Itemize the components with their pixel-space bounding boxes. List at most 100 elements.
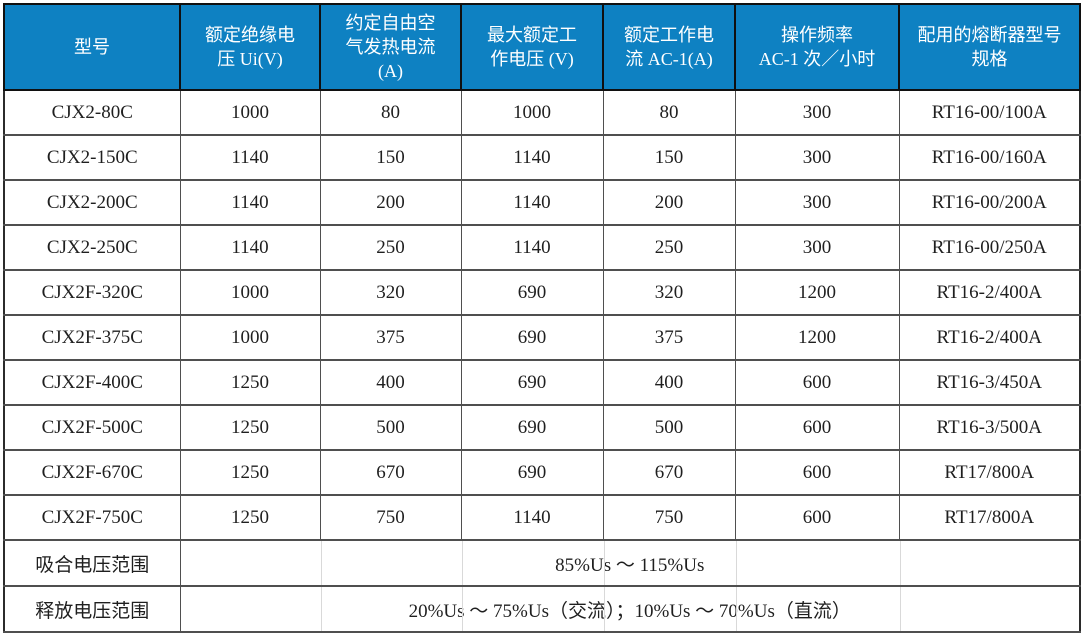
cell-insulation-voltage: 1000 [179, 314, 321, 361]
cell-insulation-voltage: 1140 [179, 179, 321, 226]
column-header-operating-frequency: 操作频率 AC-1 次／小时 [734, 3, 900, 91]
contactor-spec-table: 型号 额定绝缘电 压 Ui(V) 约定自由空 气发热电流 (A) 最大额定工 作… [3, 3, 1081, 633]
pickup-voltage-row: 吸合电压范围 85%Us ～ 115%Us [3, 539, 1081, 587]
cell-model: CJX2F-320C [3, 269, 181, 316]
cell-thermal-current: 400 [319, 359, 462, 406]
table-row: CJX2-150C 1140 150 1140 150 300 RT16-00/… [3, 134, 1081, 181]
cell-fuse-spec: RT17/800A [898, 494, 1081, 541]
cell-fuse-spec: RT16-00/200A [898, 179, 1081, 226]
column-header-thermal-current: 约定自由空 气发热电流 (A) [319, 3, 462, 91]
table-row: CJX2F-375C 1000 375 690 375 1200 RT16-2/… [3, 314, 1081, 361]
cell-working-current: 500 [602, 404, 736, 451]
table-row: CJX2-200C 1140 200 1140 200 300 RT16-00/… [3, 179, 1081, 226]
cell-model: CJX2F-670C [3, 449, 181, 496]
footer-label-pickup-voltage: 吸合电压范围 [3, 539, 181, 587]
cell-working-current: 150 [602, 134, 736, 181]
cell-insulation-voltage: 1250 [179, 449, 321, 496]
cell-working-current: 200 [602, 179, 736, 226]
cell-working-current: 320 [602, 269, 736, 316]
cell-operating-frequency: 1200 [734, 314, 900, 361]
cell-operating-frequency: 300 [734, 224, 900, 271]
faint-gridline [735, 541, 737, 585]
faint-gridline [320, 587, 322, 631]
footer-value-pickup-voltage: 85%Us ～ 115%Us [179, 539, 1081, 587]
faint-gridline [461, 587, 463, 631]
cell-model: CJX2-200C [3, 179, 181, 226]
pickup-voltage-range-text: 85%Us ～ 115%Us [555, 554, 705, 576]
faint-gridline [735, 587, 737, 631]
footer-label-release-voltage: 释放电压范围 [3, 585, 181, 633]
cell-thermal-current: 670 [319, 449, 462, 496]
faint-gridline [603, 587, 605, 631]
cell-operating-frequency: 300 [734, 134, 900, 181]
cell-max-working-voltage: 1140 [460, 179, 604, 226]
cell-thermal-current: 200 [319, 179, 462, 226]
cell-insulation-voltage: 1000 [179, 269, 321, 316]
cell-max-working-voltage: 690 [460, 314, 604, 361]
column-header-working-current: 额定工作电 流 AC-1(A) [602, 3, 736, 91]
table-row: CJX2F-750C 1250 750 1140 750 600 RT17/80… [3, 494, 1081, 541]
cell-working-current: 375 [602, 314, 736, 361]
column-header-fuse-spec: 配用的熔断器型号 规格 [898, 3, 1081, 91]
column-header-model: 型号 [3, 3, 181, 91]
table-row: CJX2F-320C 1000 320 690 320 1200 RT16-2/… [3, 269, 1081, 316]
faint-gridline [899, 587, 901, 631]
cell-fuse-spec: RT16-2/400A [898, 269, 1081, 316]
cell-model: CJX2F-400C [3, 359, 181, 406]
table-row: CJX2-80C 1000 80 1000 80 300 RT16-00/100… [3, 89, 1081, 136]
cell-fuse-spec: RT16-2/400A [898, 314, 1081, 361]
faint-gridline [320, 541, 322, 585]
cell-thermal-current: 500 [319, 404, 462, 451]
cell-max-working-voltage: 690 [460, 449, 604, 496]
cell-working-current: 750 [602, 494, 736, 541]
faint-gridline [899, 541, 901, 585]
cell-max-working-voltage: 1140 [460, 494, 604, 541]
cell-model: CJX2F-750C [3, 494, 181, 541]
cell-fuse-spec: RT16-3/500A [898, 404, 1081, 451]
release-voltage-range-text: 20%Us ～ 75%Us（交流）；10%Us ～ 70%Us（直流） [408, 600, 851, 622]
cell-working-current: 250 [602, 224, 736, 271]
cell-model: CJX2-250C [3, 224, 181, 271]
cell-thermal-current: 320 [319, 269, 462, 316]
cell-insulation-voltage: 1000 [179, 89, 321, 136]
cell-working-current: 670 [602, 449, 736, 496]
cell-operating-frequency: 600 [734, 359, 900, 406]
table-row: CJX2F-500C 1250 500 690 500 600 RT16-3/5… [3, 404, 1081, 451]
cell-thermal-current: 750 [319, 494, 462, 541]
cell-max-working-voltage: 1140 [460, 224, 604, 271]
table-row: CJX2F-670C 1250 670 690 670 600 RT17/800… [3, 449, 1081, 496]
faint-gridline [603, 541, 605, 585]
cell-insulation-voltage: 1250 [179, 359, 321, 406]
cell-thermal-current: 80 [319, 89, 462, 136]
table-row: CJX2F-400C 1250 400 690 400 600 RT16-3/4… [3, 359, 1081, 406]
cell-thermal-current: 250 [319, 224, 462, 271]
cell-operating-frequency: 300 [734, 179, 900, 226]
cell-operating-frequency: 600 [734, 494, 900, 541]
cell-operating-frequency: 600 [734, 449, 900, 496]
cell-fuse-spec: RT16-00/160A [898, 134, 1081, 181]
cell-model: CJX2-150C [3, 134, 181, 181]
cell-fuse-spec: RT16-00/100A [898, 89, 1081, 136]
faint-gridline [461, 541, 463, 585]
footer-value-release-voltage: 20%Us ～ 75%Us（交流）；10%Us ～ 70%Us（直流） [179, 585, 1081, 633]
cell-insulation-voltage: 1140 [179, 134, 321, 181]
cell-thermal-current: 375 [319, 314, 462, 361]
cell-max-working-voltage: 1000 [460, 89, 604, 136]
cell-max-working-voltage: 690 [460, 359, 604, 406]
cell-model: CJX2F-500C [3, 404, 181, 451]
cell-max-working-voltage: 690 [460, 404, 604, 451]
cell-operating-frequency: 300 [734, 89, 900, 136]
header-row: 型号 额定绝缘电 压 Ui(V) 约定自由空 气发热电流 (A) 最大额定工 作… [3, 3, 1081, 91]
release-voltage-row: 释放电压范围 20%Us ～ 75%Us（交流）；10%Us ～ 70%Us（直… [3, 585, 1081, 633]
cell-fuse-spec: RT17/800A [898, 449, 1081, 496]
column-header-insulation-voltage: 额定绝缘电 压 Ui(V) [179, 3, 321, 91]
column-header-max-working-voltage: 最大额定工 作电压 (V) [460, 3, 604, 91]
cell-working-current: 80 [602, 89, 736, 136]
cell-model: CJX2-80C [3, 89, 181, 136]
table-row: CJX2-250C 1140 250 1140 250 300 RT16-00/… [3, 224, 1081, 271]
cell-max-working-voltage: 1140 [460, 134, 604, 181]
cell-insulation-voltage: 1250 [179, 404, 321, 451]
cell-fuse-spec: RT16-3/450A [898, 359, 1081, 406]
cell-operating-frequency: 600 [734, 404, 900, 451]
cell-operating-frequency: 1200 [734, 269, 900, 316]
